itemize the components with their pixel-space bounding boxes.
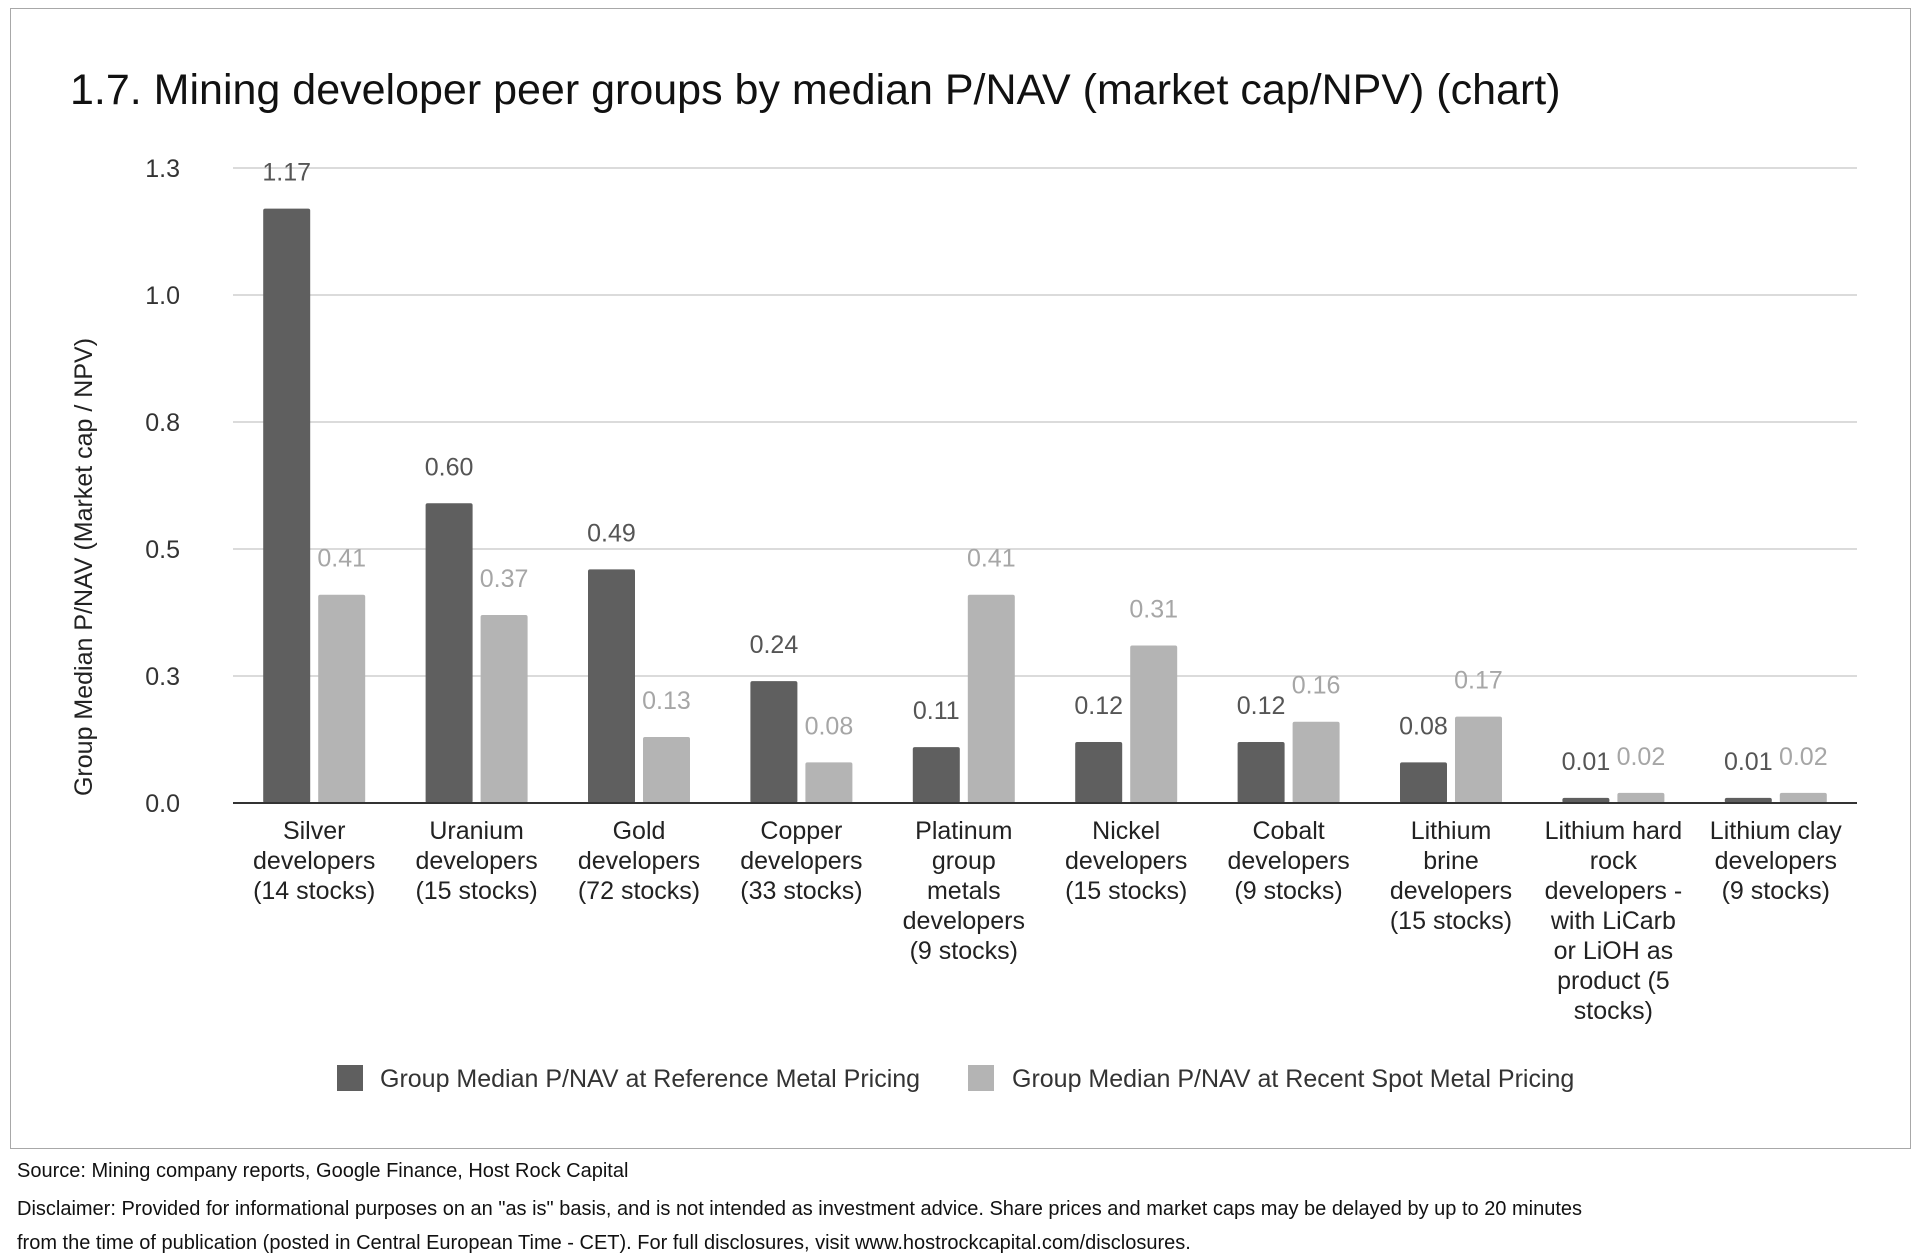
bar-spot: [1617, 792, 1665, 803]
y-axis-label: Group Median P/NAV (Market cap / NPV): [70, 338, 98, 796]
data-label-spot: 0.13: [642, 687, 691, 715]
bar-reference: [1400, 762, 1447, 803]
bar-spot: [1779, 792, 1827, 803]
y-tick-label: 0.5: [145, 536, 180, 564]
category-label: Silver developers (14 stocks): [253, 817, 375, 905]
data-label-reference: 1.17: [262, 159, 311, 187]
legend: Group Median P/NAV at Reference Metal Pr…: [337, 1065, 1574, 1093]
bar-chart: 0.0 0.3 0.5 0.8 1.0 1.3 Group Median P/NAV (M…: [70, 155, 1857, 1093]
chart-title: 1.7. Mining developer peer groups by med…: [70, 66, 1561, 114]
data-label-reference: 0.01: [1562, 748, 1611, 776]
category-label: Gold developers (72 stocks): [578, 817, 700, 905]
category-label: Cobalt developers (9 stocks): [1227, 817, 1349, 905]
gridlines: [233, 167, 1857, 677]
chart-frame: [10, 8, 1911, 1149]
category-label: Nickel developers (15 stocks): [1065, 817, 1187, 905]
bar-reference: [425, 503, 473, 803]
data-label-reference: 0.12: [1074, 692, 1123, 720]
category-label: Platinum group metals developers (9 stocks): [903, 817, 1025, 965]
bar-spot: [967, 594, 1015, 803]
legend-swatch-reference: [337, 1065, 363, 1091]
data-label-spot: 0.41: [967, 545, 1016, 573]
data-label-spot: 0.31: [1129, 596, 1178, 624]
bar-reference: [1724, 797, 1772, 803]
data-label-spot: 0.02: [1617, 743, 1666, 771]
bar-reference: [1075, 742, 1123, 803]
data-label-spot: 0.02: [1779, 743, 1828, 771]
data-label-reference: 0.11: [913, 697, 960, 725]
disclaimer-line-2: from the time of publication (posted in …: [17, 1232, 1191, 1254]
bar-spot: [643, 736, 690, 803]
category-label: Copper developers (33 stocks): [740, 817, 862, 905]
bar-reference: [588, 569, 635, 803]
bar-spot: [1455, 716, 1502, 803]
y-tick-label: 0.8: [145, 409, 180, 437]
disclaimer-line-1: Disclaimer: Provided for informational p…: [17, 1198, 1583, 1220]
bar-reference: [1562, 797, 1610, 803]
y-tick-label: 0.0: [145, 790, 180, 818]
data-label-reference: 0.08: [1399, 712, 1448, 740]
data-label-reference: 0.01: [1724, 748, 1773, 776]
data-label-spot: 0.17: [1454, 667, 1503, 695]
category-label: Lithium hard rock developers -with LiCarb o…: [1545, 817, 1683, 1025]
data-label-reference: 0.12: [1237, 692, 1286, 720]
data-label-spot: 0.16: [1292, 672, 1341, 700]
data-label-spot: 0.37: [480, 565, 529, 593]
bar-reference: [750, 681, 798, 803]
category-label: Lithium clay developers (9 stocks): [1710, 817, 1842, 905]
data-label-reference: 0.60: [425, 453, 474, 481]
y-tick-label: 0.3: [145, 663, 180, 691]
bar-spot: [1130, 645, 1178, 803]
y-tick-labels: 0.0 0.3 0.5 0.8 1.0 1.3: [145, 155, 180, 818]
data-label-spot: 0.41: [317, 545, 366, 573]
bar-spot: [318, 594, 366, 803]
bar-reference: [1237, 742, 1285, 803]
data-labels: 1.17 0.60 0.49 0.24 0.11 0.12 0.12 0.08 0.01 0.01…: [262, 159, 1827, 776]
bar-reference: [263, 208, 311, 803]
y-tick-label: 1.3: [145, 155, 180, 183]
bar-spot: [1292, 721, 1340, 803]
legend-label-spot: Group Median P/NAV at Recent Spot Metal …: [1012, 1065, 1574, 1093]
category-label: Lithium brine developers (15 stocks): [1390, 817, 1512, 935]
bar-reference: [912, 747, 960, 803]
data-label-reference: 0.49: [587, 519, 636, 547]
y-tick-label: 1.0: [145, 282, 180, 310]
category-label: Uranium developers (15 stocks): [415, 817, 537, 905]
category-labels: Silver developers (14 stocks) Uranium develo…: [253, 817, 1842, 1025]
bars: [263, 208, 1827, 803]
legend-swatch-spot: [968, 1065, 994, 1091]
source-note: Source: Mining company reports, Google F…: [17, 1160, 629, 1182]
data-label-reference: 0.24: [750, 631, 799, 659]
bar-spot: [480, 615, 528, 803]
legend-label-reference: Group Median P/NAV at Reference Metal Pr…: [380, 1065, 920, 1093]
bar-spot: [805, 762, 853, 803]
data-label-spot: 0.08: [805, 712, 854, 740]
